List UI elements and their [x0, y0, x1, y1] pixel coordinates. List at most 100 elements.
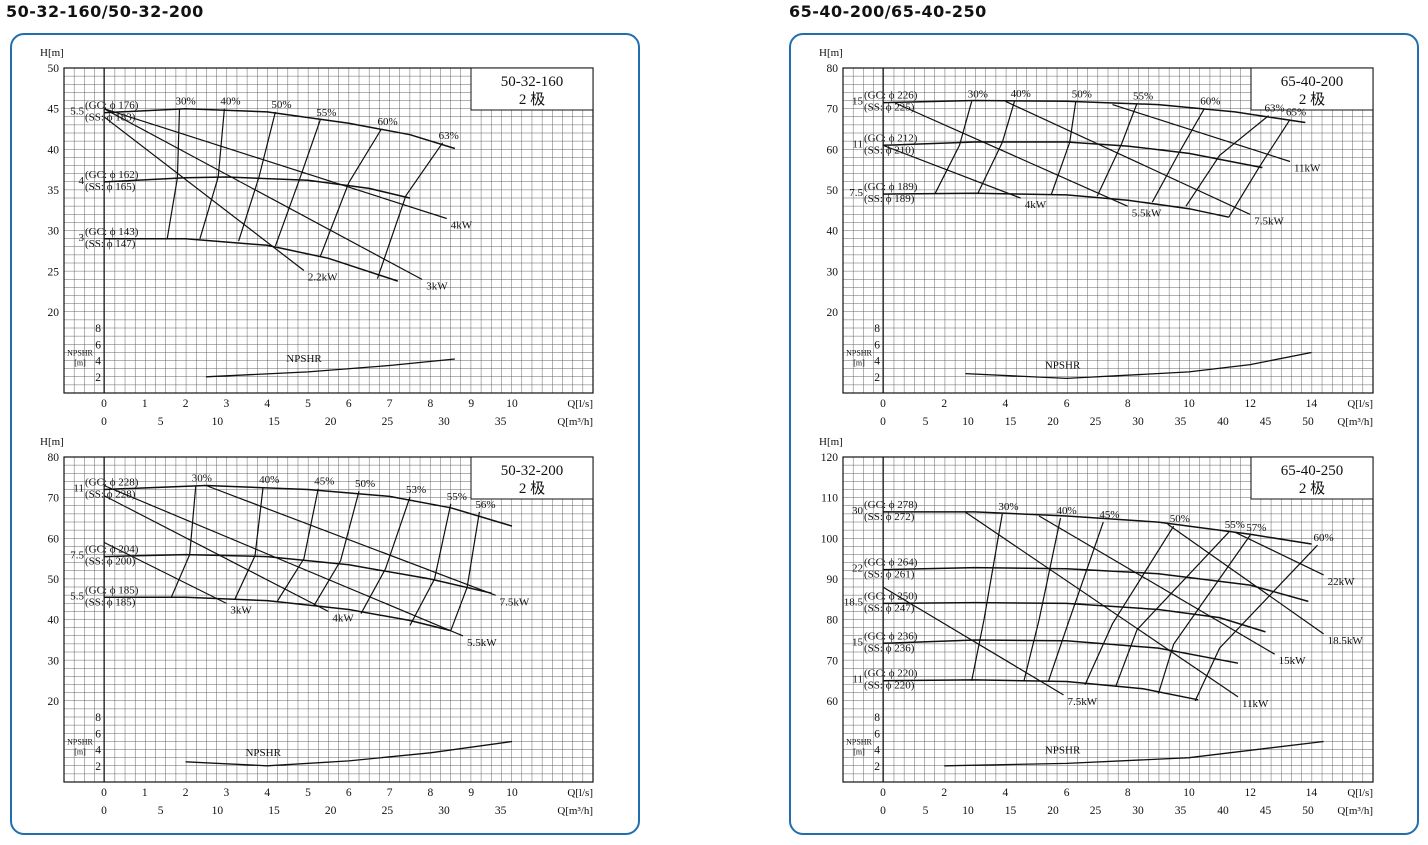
efficiency-label: 40% [259, 474, 279, 486]
npsh-label: NPSHR [846, 349, 872, 358]
plot-frame [63, 456, 594, 783]
efficiency-curve [971, 513, 1003, 681]
q-m3h-tick: 40 [1217, 416, 1229, 428]
head-curve-18.5 [882, 601, 1266, 633]
q-m3h-tick: 50 [1302, 416, 1314, 428]
grid [842, 67, 1374, 394]
curve-motor-label: 11 [73, 483, 84, 495]
curve-motor-label: 5.5 [70, 590, 84, 602]
h-tick: 50 [48, 574, 60, 586]
h-tick: 40 [48, 615, 60, 627]
npsh-curve [965, 351, 1312, 380]
h-tick: 25 [48, 266, 60, 278]
efficiency-curve [1084, 525, 1175, 685]
model-title: 65-40-200 [1281, 74, 1344, 90]
q-m3h-tick: 35 [1175, 416, 1187, 428]
power-line [103, 495, 329, 613]
efficiency-curve [274, 119, 321, 247]
npsh-curve [185, 740, 513, 767]
npsh-curve-label: NPSHR [286, 353, 322, 365]
left-heading: 50-32-160/50-32-200 [6, 2, 204, 21]
q-m3h-tick: 35 [495, 805, 507, 817]
q-ls-tick: 0 [101, 787, 107, 799]
power-label: 4kW [332, 613, 354, 625]
q-ls-tick: 4 [1003, 398, 1009, 410]
power-line [882, 586, 1064, 696]
npsh-tick: 4 [95, 745, 101, 757]
q-m3h-tick: 5 [923, 805, 929, 817]
curve-ss-label: (SS: ϕ 210) [864, 144, 915, 156]
curve-ss-label: (SS: ϕ 189) [864, 193, 915, 205]
power-line [1112, 104, 1291, 163]
q-ls-tick: 1 [142, 787, 148, 799]
npsh-tick: 8 [95, 712, 101, 724]
q-ls-tick: 4 [1003, 787, 1009, 799]
curve-motor-label: 30 [852, 505, 864, 517]
q-ls-tick: 14 [1306, 787, 1318, 799]
power-line [205, 484, 496, 596]
power-label: 5.5kW [467, 637, 497, 649]
curve-motor-label: 11 [852, 674, 863, 686]
h-tick: 20 [48, 696, 60, 708]
curve-motor-label: 18.5 [844, 596, 864, 608]
npsh-tick: 2 [874, 372, 880, 384]
curve-ss-label: (SS: ϕ 272) [864, 511, 915, 523]
x-axis-label-m3h: Q[m³/h] [1337, 416, 1373, 428]
q-ls-tick: 5 [305, 787, 311, 799]
curve-gc-label: (GC: ϕ 278) [864, 499, 918, 511]
npsh-curve [205, 358, 455, 378]
npsh-tick: 6 [95, 339, 101, 351]
power-label: 11kW [1294, 163, 1321, 175]
curve-gc-label: (GC: ϕ 226) [864, 90, 918, 102]
npsh-tick: 6 [874, 728, 880, 740]
q-m3h-tick: 20 [325, 805, 337, 817]
q-ls-tick: 14 [1306, 398, 1318, 410]
curve-gc-label: (GC: ϕ 228) [85, 477, 139, 489]
efficiency-curve [1228, 119, 1291, 218]
efficiency-curve [1157, 534, 1251, 694]
efficiency-label: 60% [377, 116, 397, 128]
power-line [103, 108, 423, 281]
curve-ss-label: (SS: ϕ 225) [864, 102, 915, 114]
power-label: 22kW [1328, 576, 1356, 588]
q-m3h-tick: 20 [1047, 416, 1059, 428]
h-tick: 70 [827, 104, 839, 116]
h-tick: 80 [827, 615, 839, 627]
efficiency-label: 60% [1200, 96, 1220, 108]
power-label: 3kW [230, 604, 252, 616]
grid [842, 456, 1374, 783]
x-axis-label-ls: Q[l/s] [1347, 398, 1373, 410]
efficiency-curve [1050, 101, 1077, 195]
x-axis-label-ls: Q[l/s] [567, 398, 593, 410]
efficiency-curve [376, 142, 444, 279]
head-curve-11 [882, 679, 1199, 701]
q-ls-tick: 6 [1064, 787, 1070, 799]
efficiency-curve [313, 491, 360, 606]
q-m3h-tick: 15 [1005, 416, 1017, 428]
poles-label: 2 极 [519, 480, 545, 497]
npsh-tick: 6 [874, 339, 880, 351]
q-m3h-tick: 30 [438, 416, 450, 428]
curve-gc-label: (GC: ϕ 176) [85, 100, 139, 112]
efficiency-label: 50% [1072, 88, 1092, 100]
power-line [1005, 100, 1251, 215]
curve-gc-label: (GC: ϕ 143) [85, 226, 139, 238]
curve-ss-label: (SS: ϕ 220) [864, 680, 915, 692]
title-box [1250, 67, 1374, 111]
efficiency-curve [166, 108, 181, 239]
h-tick: 120 [821, 452, 839, 464]
q-ls-tick: 10 [506, 787, 518, 799]
head-curve-5.5 [103, 107, 456, 150]
efficiency-label: 55% [316, 107, 336, 119]
efficiency-label: 50% [271, 99, 291, 111]
h-tick: 50 [48, 63, 60, 75]
x-axis-label-ls: Q[l/s] [567, 787, 593, 799]
q-ls-tick: 8 [1125, 398, 1131, 410]
q-ls-tick: 10 [506, 398, 518, 410]
efficiency-curve [199, 108, 225, 239]
plot-frame [842, 456, 1374, 783]
q-ls-tick: 3 [224, 398, 230, 410]
npsh-unit: [m] [853, 748, 865, 757]
